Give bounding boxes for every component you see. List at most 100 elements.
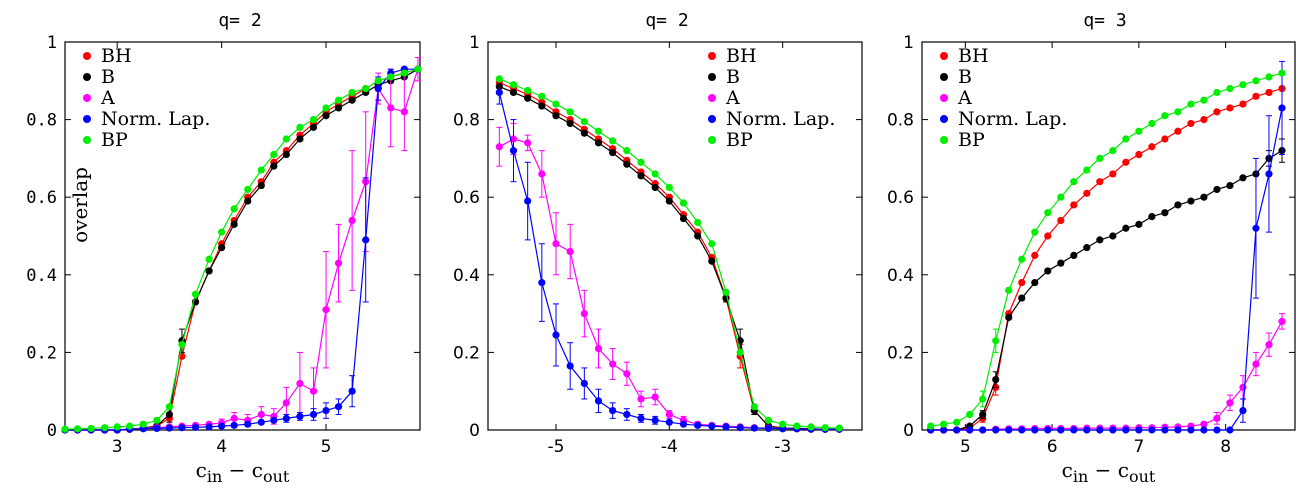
- data-point: [362, 84, 370, 93]
- plot-frame: [64, 41, 421, 431]
- data-point: [495, 88, 503, 97]
- data-point: [594, 139, 603, 147]
- data-point: [1018, 278, 1026, 287]
- data-point: [1226, 181, 1234, 190]
- data-point: [1070, 178, 1078, 186]
- data-point: [679, 214, 688, 223]
- data-point: [835, 424, 843, 432]
- data-point: [1252, 92, 1260, 100]
- data-point: [1135, 220, 1143, 228]
- series-line: [499, 86, 840, 430]
- data-point: [1161, 209, 1169, 217]
- y-tick-label: 0.6: [26, 188, 57, 208]
- y-axis-label: overlap: [68, 167, 92, 243]
- data-point: [495, 75, 503, 83]
- data-point: [1044, 426, 1052, 434]
- data-point: [362, 236, 370, 244]
- data-point: [623, 160, 631, 168]
- data-point: [679, 199, 688, 207]
- data-point: [1239, 407, 1247, 415]
- y-tick-label: 0.2: [453, 343, 480, 363]
- data-point: [165, 424, 174, 432]
- data-point: [940, 420, 948, 428]
- data-point: [296, 412, 304, 421]
- data-point: [61, 425, 69, 433]
- data-point: [282, 414, 290, 422]
- data-point: [1109, 426, 1117, 434]
- data-point: [230, 205, 238, 213]
- data-point: [1148, 426, 1156, 434]
- data-point: [509, 88, 518, 97]
- y-tick-label: 0.4: [453, 266, 480, 286]
- data-point: [694, 218, 702, 227]
- plot-frame: [921, 41, 1296, 431]
- data-point: [1226, 399, 1234, 407]
- data-point: [270, 150, 278, 159]
- data-point: [1018, 294, 1026, 302]
- data-point: [1174, 127, 1182, 135]
- data-point: [1213, 414, 1221, 422]
- data-point: [334, 403, 343, 411]
- data-point: [1096, 426, 1104, 434]
- data-point: [348, 387, 356, 395]
- data-point: [1135, 426, 1143, 434]
- data-point: [637, 414, 645, 422]
- data-point: [566, 119, 574, 128]
- data-point: [1057, 426, 1065, 434]
- data-point: [708, 240, 716, 248]
- data-point: [764, 424, 773, 433]
- data-point: [296, 123, 304, 131]
- data-point: [524, 197, 532, 205]
- x-axis-label: cin − cout: [196, 458, 290, 485]
- data-point: [1057, 259, 1065, 267]
- data-point: [296, 135, 304, 143]
- data-point: [750, 403, 758, 411]
- data-point: [538, 92, 546, 100]
- data-point: [1122, 224, 1130, 232]
- data-point: [1213, 426, 1221, 434]
- series-line: [930, 72, 1283, 427]
- data-point: [609, 407, 617, 415]
- legend-marker: [83, 115, 91, 123]
- chart-panel-1: q= 2 0 0.2 0.4 0.6 0.8 1 3 4 5 cin − cout overlap BH…: [26, 10, 422, 486]
- data-point: [165, 410, 174, 419]
- data-point: [1031, 251, 1039, 259]
- data-point: [1265, 88, 1273, 97]
- data-point: [334, 96, 343, 104]
- data-point: [495, 143, 503, 151]
- legend-label: Norm. Lap.: [101, 108, 210, 130]
- data-point: [1057, 216, 1065, 225]
- y-tick-label: 0.4: [26, 266, 57, 286]
- data-point: [524, 139, 532, 147]
- plot-frame: [487, 41, 863, 431]
- series-line: [930, 88, 1283, 431]
- data-point: [153, 416, 161, 424]
- data-point: [322, 104, 330, 112]
- data-point: [594, 397, 603, 405]
- data-point: [348, 216, 356, 225]
- legend-label: BP: [726, 129, 753, 151]
- legend-label: BP: [101, 129, 128, 151]
- legend-label: BH: [101, 45, 132, 67]
- y-tick-label: 0.6: [453, 188, 480, 208]
- y-tick-label: 0.8: [26, 111, 57, 131]
- data-point: [1057, 193, 1065, 201]
- data-point: [1226, 426, 1234, 434]
- data-point: [764, 416, 773, 424]
- data-point: [191, 423, 200, 431]
- data-point: [165, 403, 174, 411]
- legend-marker: [83, 52, 91, 60]
- series-line: [498, 92, 840, 430]
- y-tick-label: 0.2: [26, 343, 57, 363]
- series-line: [930, 150, 1283, 431]
- y-tick-label: 0.4: [887, 266, 914, 286]
- data-point: [665, 410, 673, 419]
- data-point: [113, 423, 121, 431]
- data-point: [722, 288, 730, 296]
- series-line: [65, 68, 418, 431]
- data-point: [694, 421, 702, 429]
- data-point: [1187, 426, 1195, 434]
- data-point: [257, 166, 265, 174]
